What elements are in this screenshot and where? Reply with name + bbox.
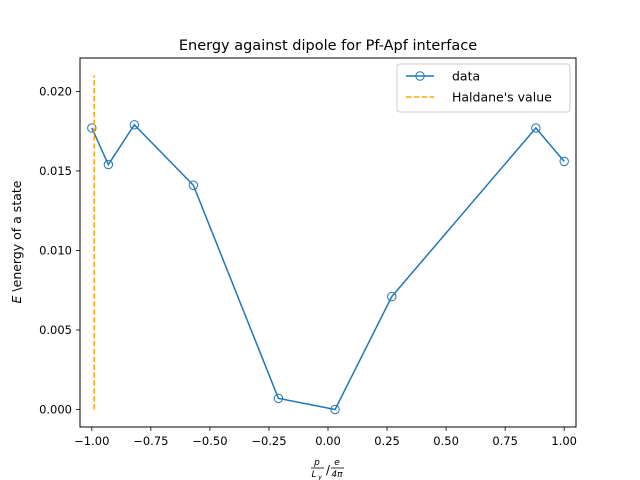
- x-tick-label: −0.25: [251, 434, 286, 448]
- data-point: [559, 156, 569, 167]
- legend-frame: [396, 63, 571, 113]
- data-point: [87, 123, 97, 133]
- y-tick-label: 0.010: [39, 243, 72, 257]
- x-tick-label: 0.50: [433, 434, 459, 448]
- data-point: [129, 120, 140, 130]
- y-label-rest: \energy of a state: [9, 180, 24, 295]
- y-axis: 0.000 0.005 0.010 0.015 0.020: [39, 84, 80, 417]
- data-point: [103, 159, 114, 170]
- legend-marker-data: [415, 71, 425, 81]
- x-label-num-e: e: [334, 458, 340, 468]
- y-tick-label: 0.005: [39, 323, 72, 337]
- x-tick-label: 0.00: [315, 434, 341, 448]
- legend-label-data: data: [452, 69, 480, 84]
- chart-title: Energy against dipole for Pf-Apf interfa…: [179, 38, 477, 54]
- data-point: [273, 393, 284, 404]
- y-tick-label: 0.000: [39, 403, 72, 417]
- series-layer: [87, 75, 569, 415]
- y-label-italic: E: [9, 295, 24, 303]
- x-tick-label: −0.50: [192, 434, 227, 448]
- x-label-den-y: y: [317, 473, 322, 480]
- series-line-0: [91, 123, 565, 411]
- data-point: [387, 291, 397, 302]
- legend-label-haldane: Haldane's value: [452, 90, 552, 105]
- x-tick-label: −1.00: [74, 434, 109, 448]
- data-point: [330, 404, 340, 415]
- y-tick-label: 0.015: [39, 164, 72, 178]
- plot-frame: [79, 57, 577, 428]
- x-axis-label: p L y / e 4π: [311, 458, 344, 480]
- x-label-den-L: L: [311, 470, 316, 480]
- legend: data Haldane's value: [396, 63, 571, 113]
- plot-area: [79, 57, 577, 428]
- x-tick-label: 1.00: [551, 434, 577, 448]
- x-label-den-4pi: 4π: [331, 470, 343, 480]
- x-label-slash: /: [326, 463, 331, 477]
- data-point: [531, 123, 541, 133]
- data-point: [188, 180, 199, 190]
- x-label-num-p: p: [313, 458, 320, 468]
- x-tick-label: 0.75: [492, 434, 518, 448]
- y-axis-label: E \energy of a state: [9, 180, 24, 303]
- x-tick-label: 0.25: [374, 434, 400, 448]
- x-tick-label: −0.75: [133, 434, 168, 448]
- x-axis: −1.00 −0.75 −0.50 −0.25 0.00 0.25 0.50 0.75 1.00: [74, 427, 577, 448]
- y-tick-label: 0.020: [39, 84, 72, 98]
